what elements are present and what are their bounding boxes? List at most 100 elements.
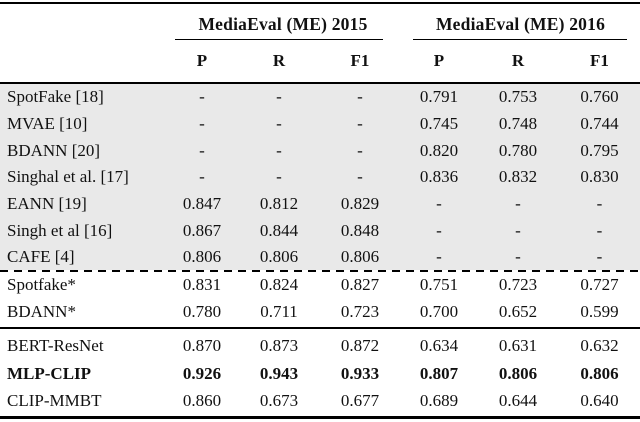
metric-value: 0.748 <box>498 113 538 133</box>
column-group-header-row: MediaEval (ME) 2015 MediaEval (ME) 2016 <box>0 4 640 41</box>
metric-value: - <box>357 87 363 107</box>
row-label: Singhal et al. [17] <box>7 167 129 187</box>
metric-value: 0.753 <box>498 87 538 107</box>
metric-header-f1-2016: F1 <box>590 51 609 71</box>
metric-value: 0.760 <box>580 87 619 107</box>
top-rule <box>0 2 640 5</box>
dashed-divider <box>0 270 640 273</box>
metric-value: 0.806 <box>498 363 538 383</box>
metric-value: 0.631 <box>498 336 538 356</box>
metric-value: - <box>436 193 442 213</box>
metric-value: 0.829 <box>340 193 380 213</box>
metric-value: 0.652 <box>498 302 538 322</box>
table-row: Singhal et al. [17] - - - 0.836 0.832 0.830 <box>0 163 640 191</box>
metric-header-r-2016: R <box>511 51 525 71</box>
metric-value: - <box>199 87 205 107</box>
row-label: MLP-CLIP <box>7 363 92 383</box>
metric-value: 0.933 <box>340 363 380 383</box>
metric-value: 0.806 <box>340 247 380 267</box>
group-underline-me2016 <box>413 39 627 41</box>
metric-value: - <box>596 220 603 240</box>
bottom-rule <box>0 416 640 419</box>
metric-value: 0.791 <box>419 87 459 107</box>
metric-value: 0.806 <box>182 247 222 267</box>
metric-value: 0.870 <box>182 336 222 356</box>
metric-value: 0.689 <box>419 390 459 410</box>
table-row: MVAE [10] - - - 0.745 0.748 0.744 <box>0 110 640 138</box>
metric-value: 0.780 <box>498 140 538 160</box>
table-row: EANN [19] 0.847 0.812 0.829 - - - <box>0 190 640 218</box>
column-group-me2016: MediaEval (ME) 2016 <box>401 4 640 41</box>
metric-value: - <box>357 113 363 133</box>
row-label: EANN [19] <box>7 193 87 213</box>
metric-value: - <box>515 220 521 240</box>
metric-value: 0.926 <box>182 363 222 383</box>
metric-value: - <box>276 140 282 160</box>
row-label: Singh et al [16] <box>7 220 113 240</box>
header-rule <box>0 82 640 84</box>
metric-value: 0.751 <box>419 275 459 295</box>
group-label-me2015: MediaEval (ME) 2015 <box>198 14 368 35</box>
metric-value: - <box>199 167 205 187</box>
metric-header-row: P R F1 P R F1 <box>0 40 640 82</box>
table-row: CAFE [4] 0.806 0.806 0.806 - - - <box>0 243 640 271</box>
metric-value: 0.677 <box>340 390 380 410</box>
row-label: CAFE [4] <box>7 247 75 267</box>
table-row: SpotFake [18] - - - 0.791 0.753 0.760 <box>0 83 640 111</box>
metric-value: 0.723 <box>340 302 380 322</box>
metric-value: 0.867 <box>182 220 222 240</box>
table-row: BDANN* 0.780 0.711 0.723 0.700 0.652 0.599 <box>0 299 640 326</box>
metric-value: - <box>436 247 442 267</box>
metric-value: - <box>515 247 521 267</box>
table-row: MLP-CLIP 0.926 0.943 0.933 0.807 0.806 0.806 <box>0 360 640 387</box>
metric-value: - <box>596 247 603 267</box>
metric-value: 0.745 <box>419 113 459 133</box>
metric-value: 0.873 <box>259 336 299 356</box>
metric-value: 0.844 <box>259 220 299 240</box>
metric-value: - <box>199 113 205 133</box>
metric-value: 0.795 <box>580 140 619 160</box>
metric-value: 0.831 <box>182 275 222 295</box>
row-label: CLIP-MMBT <box>7 390 102 410</box>
row-label: MVAE [10] <box>7 113 88 133</box>
metric-value: 0.812 <box>259 193 299 213</box>
metric-header-f1-2015: F1 <box>350 51 370 71</box>
corner-cell <box>0 4 165 40</box>
metric-header-r-2015: R <box>272 51 286 71</box>
metric-value: - <box>276 87 282 107</box>
metric-value: 0.806 <box>580 363 619 383</box>
table-row: BERT-ResNet 0.870 0.873 0.872 0.634 0.631 0.63… <box>0 333 640 360</box>
column-group-me2015: MediaEval (ME) 2015 <box>165 4 401 41</box>
metric-value: 0.644 <box>498 390 538 410</box>
row-label: BERT-ResNet <box>7 336 104 356</box>
row-label: SpotFake [18] <box>7 87 104 107</box>
group-underline-me2015 <box>175 39 383 41</box>
solid-divider <box>0 327 640 329</box>
metric-value: 0.711 <box>260 302 298 322</box>
metric-value: - <box>515 193 521 213</box>
row-label: BDANN* <box>7 302 76 322</box>
table-row: Singh et al [16] 0.867 0.844 0.848 - - - <box>0 217 640 244</box>
metric-value: 0.860 <box>182 390 222 410</box>
metric-value: 0.744 <box>580 113 619 133</box>
metric-value: - <box>357 167 363 187</box>
metric-value: 0.807 <box>419 363 459 383</box>
metric-value: 0.827 <box>340 275 380 295</box>
metric-value: 0.830 <box>580 167 619 187</box>
table-row: BDANN [20] - - - 0.820 0.780 0.795 <box>0 137 640 164</box>
metric-value: 0.632 <box>580 336 619 356</box>
metric-value: 0.820 <box>419 140 459 160</box>
metric-value: 0.806 <box>259 247 299 267</box>
metric-value: - <box>357 140 363 160</box>
metric-value: 0.824 <box>259 275 299 295</box>
group-label-me2016: MediaEval (ME) 2016 <box>435 14 606 35</box>
metric-value: 0.836 <box>419 167 459 187</box>
metric-value: 0.634 <box>419 336 459 356</box>
metric-value: - <box>276 167 282 187</box>
metric-value: 0.599 <box>580 302 619 322</box>
metric-value: 0.640 <box>580 390 619 410</box>
metric-value: 0.848 <box>340 220 380 240</box>
metric-header-p-2015: P <box>196 51 208 71</box>
metric-value: - <box>596 193 603 213</box>
